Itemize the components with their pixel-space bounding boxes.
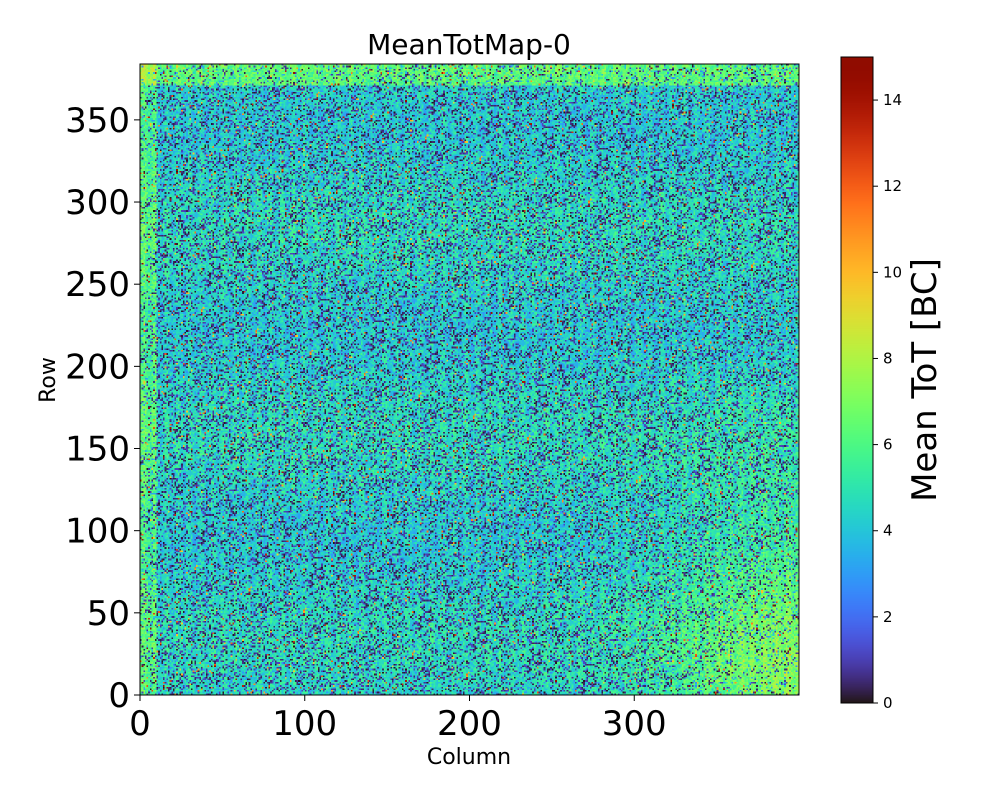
x-tick-label: 100 (272, 704, 337, 744)
colorbar-gradient (841, 57, 873, 703)
y-tick-label: 350 (65, 101, 130, 141)
colorbar-tick-label: 14 (883, 91, 902, 109)
y-tick-label: 100 (65, 512, 130, 552)
colorbar-tick-label: 0 (883, 694, 893, 712)
colorbar-ticks: 0 2 4 6 8 10 12 14 (873, 91, 902, 712)
y-axis-label: Row (36, 357, 61, 403)
colorbar-tick-label: 8 (883, 349, 893, 367)
colorbar-tick-label: 4 (883, 522, 893, 540)
x-tick-label: 200 (437, 704, 502, 744)
x-tick-label: 300 (602, 704, 667, 744)
y-tick-label: 250 (65, 265, 130, 305)
colorbar-label: Mean ToT [BC] (905, 258, 945, 502)
colorbar-tick-label: 10 (883, 263, 902, 281)
colorbar-frame (840, 56, 874, 704)
x-axis-label: Column (427, 745, 511, 770)
colorbar-tick-label: 6 (883, 436, 893, 454)
heatmap-image (140, 64, 799, 695)
y-tick-label: 200 (65, 347, 130, 387)
plot-frame (139, 63, 800, 696)
y-tick-label: 150 (65, 430, 130, 470)
colorbar-tick-label: 2 (883, 608, 893, 626)
y-tick-label: 50 (87, 594, 130, 634)
y-tick-label: 0 (108, 676, 130, 716)
chart-title: MeanTotMap-0 (367, 28, 571, 61)
colorbar-tick-label: 12 (883, 177, 902, 195)
y-axis-ticks: 0 50 100 150 200 250 300 350 (65, 101, 140, 716)
x-tick-label: 0 (129, 704, 151, 744)
y-tick-label: 300 (65, 183, 130, 223)
x-axis-ticks: 0 100 200 300 (129, 695, 667, 744)
